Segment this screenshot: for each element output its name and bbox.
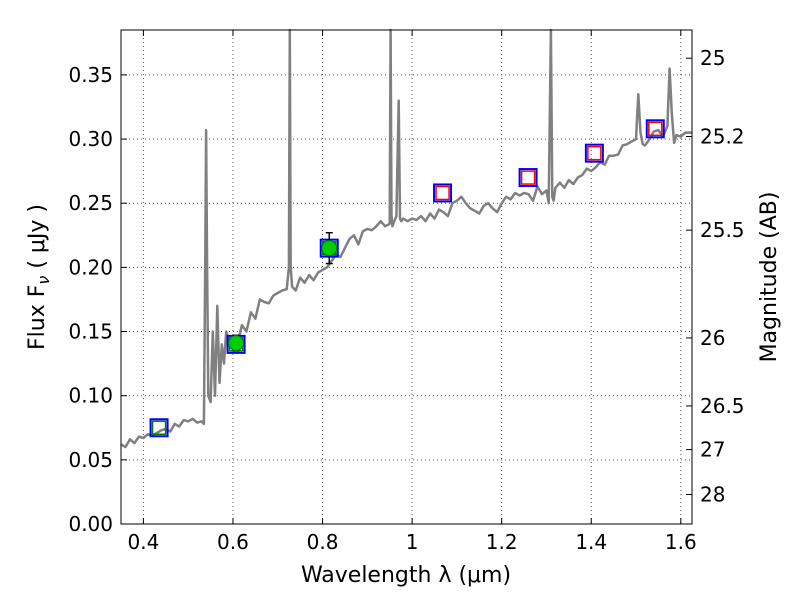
spectrum-line bbox=[120, 28, 692, 449]
y-axis-label-unit: ( μJy ) bbox=[25, 204, 50, 276]
model-square bbox=[149, 418, 169, 438]
y-tick-label: 0.20 bbox=[68, 255, 113, 279]
y-axis-label-sub: ν bbox=[34, 276, 53, 285]
measured-point bbox=[321, 240, 338, 257]
measured-point bbox=[228, 335, 245, 352]
right-tick-label: 26.5 bbox=[700, 394, 745, 418]
tick-marks bbox=[121, 30, 692, 525]
photometry-markers bbox=[149, 119, 665, 438]
right-tick-label: 28 bbox=[700, 482, 725, 506]
y-axis-label: Flux Fν ( μJy ) bbox=[25, 204, 53, 350]
x-axis-label: Wavelength λ (μm) bbox=[301, 563, 511, 588]
right-tick-label: 25.5 bbox=[700, 218, 745, 242]
x-tick-label: 1 bbox=[406, 530, 419, 554]
observed-square bbox=[648, 121, 663, 137]
x-tick-label: 0.4 bbox=[127, 530, 159, 554]
observed-square bbox=[520, 170, 536, 185]
plot-frame bbox=[120, 29, 693, 525]
x-tick-label: 1.6 bbox=[665, 530, 697, 554]
right-tick-label: 25.2 bbox=[700, 124, 745, 148]
x-tick-label: 1.2 bbox=[486, 530, 518, 554]
model-square bbox=[645, 119, 665, 139]
y-tick-label: 0.30 bbox=[68, 127, 113, 151]
model-square bbox=[518, 168, 538, 188]
model-square bbox=[433, 183, 453, 203]
y-tick-label: 0.15 bbox=[68, 320, 113, 344]
y-tick-label: 0.10 bbox=[68, 384, 113, 408]
y-tick-label: 0.25 bbox=[68, 191, 113, 215]
y-tick-label: 0.05 bbox=[68, 448, 113, 472]
measured-square bbox=[151, 420, 167, 436]
y-axis-label-main: Flux F bbox=[25, 285, 50, 350]
observed-square bbox=[435, 185, 450, 201]
x-tick-label: 0.6 bbox=[217, 530, 249, 554]
right-tick-label: 27 bbox=[700, 438, 725, 462]
x-tick-label: 1.4 bbox=[575, 530, 607, 554]
x-tick-label: 0.8 bbox=[307, 530, 339, 554]
spectrum-series bbox=[120, 28, 692, 449]
y-tick-label: 0.35 bbox=[68, 63, 113, 87]
observed-square bbox=[587, 145, 602, 161]
model-square bbox=[584, 143, 604, 163]
y-tick-label: 0.00 bbox=[68, 512, 113, 536]
right-tick-label: 25 bbox=[700, 46, 725, 70]
right-tick-label: 26 bbox=[700, 326, 725, 350]
right-axis-label: Magnitude (AB) bbox=[757, 192, 782, 363]
tick-labels: 0.4 0.6 0.8 1 1.2 1.4 1.6 0.00 0.05 0.10 0.15 0.20 0… bbox=[68, 46, 744, 554]
